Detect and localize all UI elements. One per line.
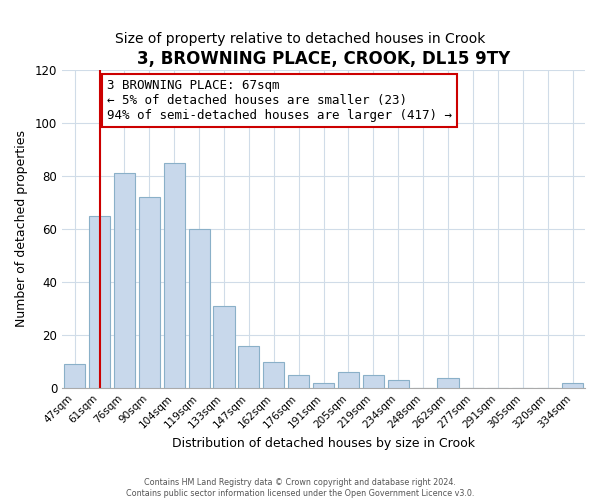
Bar (313, 383, 334, 388)
Bar (338, 372, 359, 388)
Bar (188, 229, 209, 388)
Bar (388, 380, 409, 388)
Y-axis label: Number of detached properties: Number of detached properties (15, 130, 28, 328)
Bar (164, 162, 185, 388)
Bar (562, 383, 583, 388)
Bar (64, 364, 85, 388)
Text: Contains HM Land Registry data © Crown copyright and database right 2024.
Contai: Contains HM Land Registry data © Crown c… (126, 478, 474, 498)
Bar (363, 375, 384, 388)
Bar (89, 216, 110, 388)
Text: Size of property relative to detached houses in Crook: Size of property relative to detached ho… (115, 32, 485, 46)
Bar (288, 375, 309, 388)
Bar (437, 378, 458, 388)
Bar (238, 346, 259, 389)
Bar (139, 197, 160, 388)
Bar (263, 362, 284, 388)
Bar (214, 306, 235, 388)
Title: 3, BROWNING PLACE, CROOK, DL15 9TY: 3, BROWNING PLACE, CROOK, DL15 9TY (137, 50, 510, 68)
X-axis label: Distribution of detached houses by size in Crook: Distribution of detached houses by size … (172, 437, 475, 450)
Bar (114, 173, 135, 388)
Text: 3 BROWNING PLACE: 67sqm
← 5% of detached houses are smaller (23)
94% of semi-det: 3 BROWNING PLACE: 67sqm ← 5% of detached… (107, 79, 452, 122)
